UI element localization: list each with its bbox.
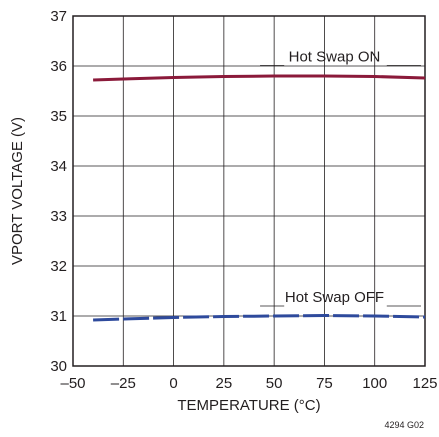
series-line: [93, 74, 426, 82]
y-tick-label: 31: [50, 308, 67, 325]
y-tick-label: 36: [50, 58, 67, 75]
y-tick-label: 35: [50, 108, 67, 125]
figure-id: 4294 G02: [384, 420, 424, 430]
x-tick-label: 25: [216, 375, 233, 392]
x-tick-label: –50: [60, 375, 85, 392]
y-tick-label: 37: [50, 8, 67, 25]
grid: [73, 16, 425, 366]
series-label: Hot Swap OFF: [285, 289, 384, 306]
y-tick-label: 33: [50, 208, 67, 225]
y-axis-title: VPORT VOLTAGE (V): [9, 117, 26, 265]
y-tick-label: 32: [50, 258, 67, 275]
x-axis-title: TEMPERATURE (°C): [177, 397, 320, 414]
x-tick-label: –25: [111, 375, 136, 392]
series-line: [93, 314, 426, 322]
x-tick-labels: –50 –25 0 25 50 75 100 125: [60, 375, 437, 392]
series-label: Hot Swap ON: [289, 49, 381, 66]
y-tick-labels: 30 31 32 33 34 35 36 37: [50, 8, 67, 375]
x-tick-label: 75: [316, 375, 333, 392]
x-tick-label: 50: [266, 375, 283, 392]
y-tick-label: 34: [50, 158, 67, 175]
plot-frame: [72, 15, 426, 367]
x-tick-label: 0: [169, 375, 177, 392]
series-layer: [93, 74, 426, 322]
y-tick-label: 30: [50, 358, 67, 375]
x-tick-label: 125: [412, 375, 437, 392]
series-labels: Hot Swap ON Hot Swap OFF: [260, 49, 421, 307]
x-tick-label: 100: [362, 375, 387, 392]
